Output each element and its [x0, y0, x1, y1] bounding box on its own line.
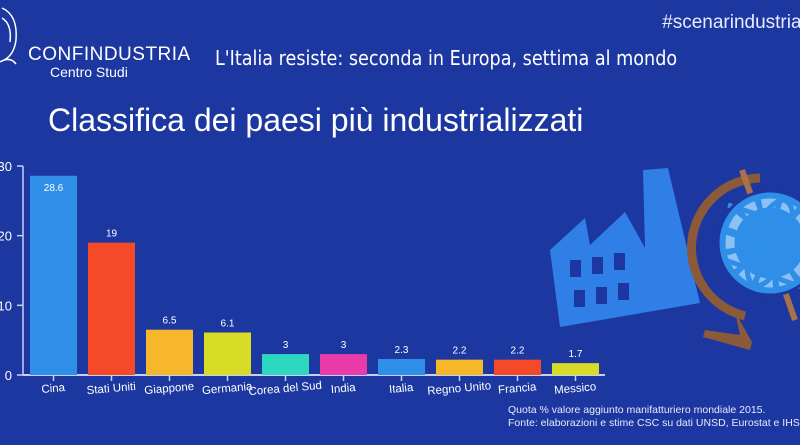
subtitle: L'Italia resiste: seconda in Europa, set…	[215, 46, 678, 70]
x-tick-label: Cina	[41, 382, 66, 396]
x-tick-label: Francia	[498, 381, 538, 396]
data-label: 3	[341, 340, 347, 351]
x-tick-label: Stati Uniti	[86, 381, 136, 397]
bar-cina	[30, 175, 77, 375]
globe-icon	[687, 169, 800, 350]
bar-italia	[378, 358, 425, 375]
data-label: 3	[283, 340, 289, 351]
logo-name: CONFINDUSTRIA	[28, 44, 191, 65]
y-tick-label: 30	[0, 159, 12, 174]
data-label: 1.7	[569, 349, 583, 360]
y-tick-label: 10	[0, 298, 12, 313]
logo-subtitle: Centro Studi	[50, 64, 128, 80]
bar-germania	[204, 332, 251, 375]
hashtag: #scenarindustriali	[662, 12, 800, 33]
data-label: 19	[106, 229, 118, 240]
footnote-line-2: Fonte: elaborazioni e stime CSC su dati …	[508, 417, 800, 429]
data-label: 2.3	[395, 345, 409, 356]
bar-corea-del-sud	[262, 354, 309, 375]
x-tick-label: Giappone	[144, 381, 195, 397]
y-tick-label: 0	[5, 368, 12, 383]
data-label: 2.2	[453, 346, 467, 357]
page-title: Classifica dei paesi più industrializzat…	[48, 102, 584, 138]
x-tick-label: India	[330, 382, 356, 396]
factory-icon	[550, 168, 700, 327]
footnote-line-1: Quota % valore aggiunto manifatturiero m…	[508, 404, 766, 416]
bar-francia	[494, 359, 541, 375]
x-tick-label: Germania	[202, 381, 254, 397]
x-tick-label: Corea del Sud	[248, 380, 322, 398]
data-label: 28.6	[44, 183, 64, 194]
x-tick-label: Messico	[554, 381, 597, 397]
footnote: Quota % valore aggiunto manifatturiero m…	[508, 404, 800, 430]
bar-stati-uniti	[88, 242, 135, 375]
bar-regno-unito	[436, 359, 483, 375]
x-tick-label: Italia	[389, 382, 415, 396]
bar-messico	[552, 363, 599, 375]
data-label: 2.2	[511, 346, 525, 357]
data-label: 6.1	[221, 319, 235, 330]
data-label: 6.5	[163, 316, 177, 327]
x-tick-label: Regno Unito	[427, 380, 492, 398]
confindustria-logo	[0, 7, 17, 65]
bar-giappone	[146, 329, 193, 375]
bar-india	[320, 354, 367, 375]
y-tick-label: 20	[0, 229, 12, 244]
